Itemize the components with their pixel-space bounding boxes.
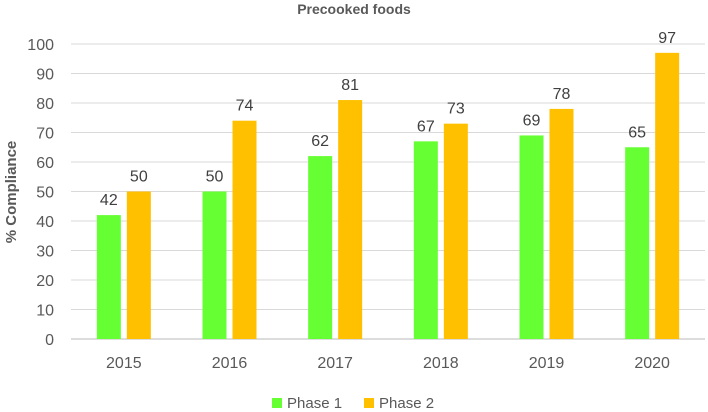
y-tick-label: 70 — [36, 126, 54, 143]
data-label: 65 — [628, 124, 646, 141]
bar-phase-2-2017 — [338, 100, 363, 339]
y-axis-label: % Compliance — [3, 141, 20, 244]
data-label: 50 — [130, 169, 148, 186]
bar-phase-2-2020 — [655, 52, 680, 339]
bar-phase-1-2015 — [96, 215, 121, 339]
y-tick-label: 90 — [36, 67, 54, 84]
x-tick-label: 2018 — [423, 355, 459, 372]
bar-phase-2-2016 — [232, 120, 257, 339]
data-label: 42 — [100, 192, 118, 209]
y-tick-label: 30 — [36, 244, 54, 261]
bar-phase-2-2018 — [443, 123, 468, 340]
y-tick-label: 100 — [27, 37, 54, 54]
bar-phase-1-2017 — [308, 156, 333, 339]
y-tick-label: 20 — [36, 273, 54, 290]
legend-swatch — [364, 398, 374, 408]
x-tick-label: 2019 — [529, 355, 565, 372]
bar-phase-1-2016 — [202, 191, 227, 339]
data-label: 62 — [311, 133, 329, 150]
bar-phase-1-2019 — [519, 135, 544, 339]
bar-phase-2-2015 — [126, 191, 151, 339]
data-label: 78 — [553, 86, 571, 103]
y-tick-label: 0 — [45, 332, 54, 349]
legend-label: Phase 2 — [379, 395, 434, 412]
bar-phase-1-2020 — [625, 147, 650, 339]
data-label: 69 — [523, 112, 541, 129]
data-label: 81 — [341, 77, 359, 94]
data-label: 67 — [417, 118, 435, 135]
x-tick-label: 2020 — [634, 355, 670, 372]
data-label: 50 — [206, 169, 224, 186]
y-tick-label: 40 — [36, 214, 54, 231]
legend-label: Phase 1 — [287, 395, 342, 412]
y-tick-label: 50 — [36, 185, 54, 202]
chart-title: Precooked foods — [297, 1, 411, 17]
data-label: 97 — [658, 30, 676, 47]
x-tick-label: 2017 — [317, 355, 353, 372]
x-tick-label: 2016 — [212, 355, 248, 372]
bar-phase-2-2019 — [549, 108, 574, 340]
bar-phase-1-2018 — [413, 141, 438, 339]
y-tick-label: 80 — [36, 96, 54, 113]
data-label: 73 — [447, 101, 465, 118]
y-tick-label: 60 — [36, 155, 54, 172]
x-tick-label: 2015 — [106, 355, 142, 372]
y-tick-label: 10 — [36, 303, 54, 320]
legend-swatch — [272, 398, 282, 408]
data-label: 74 — [236, 98, 254, 115]
